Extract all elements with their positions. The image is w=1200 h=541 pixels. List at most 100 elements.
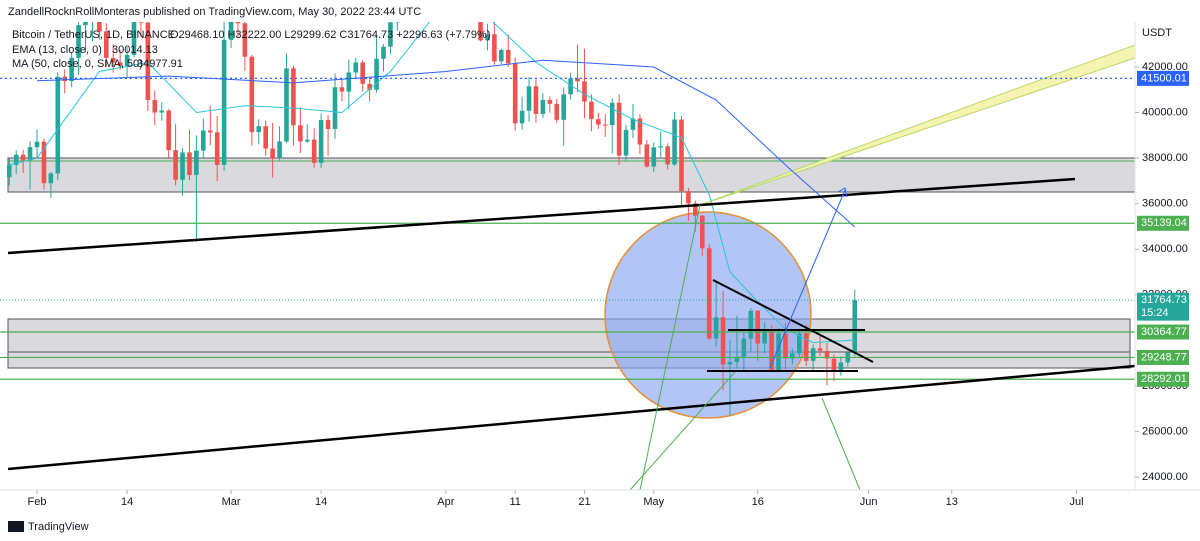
x-tick-label: 11 bbox=[509, 496, 520, 508]
x-tick-label: Apr bbox=[437, 496, 454, 508]
level-label-bg bbox=[1137, 324, 1189, 340]
candle-body bbox=[110, 57, 116, 63]
candle-body bbox=[228, 22, 234, 40]
candle-body bbox=[852, 300, 858, 353]
candle-body bbox=[180, 152, 185, 180]
candle-body bbox=[505, 49, 511, 64]
candle-body bbox=[609, 102, 615, 126]
candle-body bbox=[602, 124, 608, 126]
trendline bbox=[712, 279, 874, 363]
candle-body bbox=[672, 119, 677, 165]
candle-body bbox=[589, 101, 594, 120]
candle-body bbox=[318, 120, 324, 163]
candle-body bbox=[159, 110, 165, 113]
y-tick-label: 26000.00 bbox=[1142, 425, 1188, 437]
candle-body bbox=[762, 330, 767, 344]
y-tick-label: 36000.00 bbox=[1142, 198, 1188, 210]
candle-body bbox=[485, 34, 490, 41]
level-label-bg bbox=[1137, 70, 1189, 86]
candle-body bbox=[256, 126, 262, 133]
ema-value: 30014.13 bbox=[112, 44, 158, 56]
candle-body bbox=[138, 22, 144, 23]
candle-body bbox=[790, 353, 795, 359]
candle-body bbox=[173, 150, 178, 180]
trendline bbox=[7, 177, 1076, 255]
candle-body bbox=[395, 22, 400, 23]
x-tick-label: 16 bbox=[752, 496, 764, 508]
candle-body bbox=[499, 49, 504, 62]
arrow-head bbox=[837, 187, 848, 198]
candle-body bbox=[20, 154, 26, 161]
candle-body bbox=[83, 22, 88, 26]
candle-body bbox=[568, 78, 573, 95]
countdown: 15:24 bbox=[1141, 307, 1169, 319]
level-label-bg bbox=[1137, 349, 1189, 365]
candle-body bbox=[381, 46, 386, 59]
channel bbox=[699, 44, 1135, 206]
candle-body bbox=[810, 348, 816, 361]
candle-body bbox=[554, 103, 560, 120]
brand-logo bbox=[8, 521, 24, 532]
candle-body bbox=[34, 141, 40, 148]
candle-body bbox=[207, 130, 213, 133]
candle-body bbox=[831, 358, 837, 372]
candle-body bbox=[582, 81, 587, 102]
candle-body bbox=[124, 54, 130, 66]
candle-body bbox=[353, 62, 359, 73]
candle-body bbox=[325, 120, 331, 129]
candle-body bbox=[339, 87, 345, 92]
candle-body bbox=[637, 118, 643, 145]
candle-body bbox=[311, 139, 317, 163]
x-tick-label: Mar bbox=[222, 496, 241, 508]
drawings-back bbox=[7, 44, 1135, 419]
x-tick-label: Feb bbox=[28, 496, 47, 508]
candle-body bbox=[13, 154, 19, 165]
candle-body bbox=[27, 147, 33, 161]
candle-body bbox=[693, 203, 698, 216]
level-label: 35139.04 bbox=[1141, 217, 1187, 229]
candle-body bbox=[713, 317, 719, 339]
x-tick-label: Jul bbox=[1069, 496, 1083, 508]
candle-body bbox=[367, 83, 372, 90]
candle-body bbox=[187, 152, 192, 175]
candle-body bbox=[623, 129, 629, 156]
y-tick-label: 38000.00 bbox=[1142, 152, 1188, 164]
drawings-front bbox=[7, 177, 1135, 490]
candle-body bbox=[727, 361, 733, 365]
candle-body bbox=[249, 56, 255, 133]
candle-body bbox=[686, 191, 691, 204]
candle-body bbox=[194, 150, 199, 175]
candle-body bbox=[221, 39, 227, 165]
candle-body bbox=[824, 350, 830, 359]
x-tick-label: Jun bbox=[860, 496, 878, 508]
candle-body bbox=[48, 173, 54, 184]
candle-body bbox=[644, 144, 650, 167]
candle-body bbox=[235, 22, 241, 24]
x-tick-label: 14 bbox=[315, 496, 327, 508]
candle-body bbox=[596, 119, 601, 125]
candle-body bbox=[41, 141, 47, 184]
y-tick-label: 24000.00 bbox=[1142, 471, 1188, 483]
candle-body bbox=[665, 146, 670, 165]
candle-body bbox=[6, 164, 12, 178]
axis-unit: USDT bbox=[1142, 27, 1172, 39]
candle-body bbox=[291, 68, 296, 126]
last-price-bg bbox=[1137, 292, 1189, 321]
candle-body bbox=[699, 215, 705, 249]
candle-body bbox=[76, 25, 81, 58]
level-label-bg bbox=[1137, 215, 1189, 231]
candle-body bbox=[166, 110, 171, 151]
candle-body bbox=[776, 333, 781, 370]
level-label: 41500.01 bbox=[1141, 72, 1187, 84]
candle-body bbox=[630, 118, 636, 130]
candle-body bbox=[547, 100, 553, 104]
candle-body bbox=[734, 356, 740, 362]
candle-body bbox=[117, 62, 123, 66]
x-tick-label: 21 bbox=[578, 496, 590, 508]
projection bbox=[821, 397, 861, 490]
ema-legend: EMA (13, close, 0) bbox=[12, 44, 102, 56]
candle-body bbox=[201, 130, 206, 151]
ma-value: 34977.91 bbox=[137, 58, 183, 70]
